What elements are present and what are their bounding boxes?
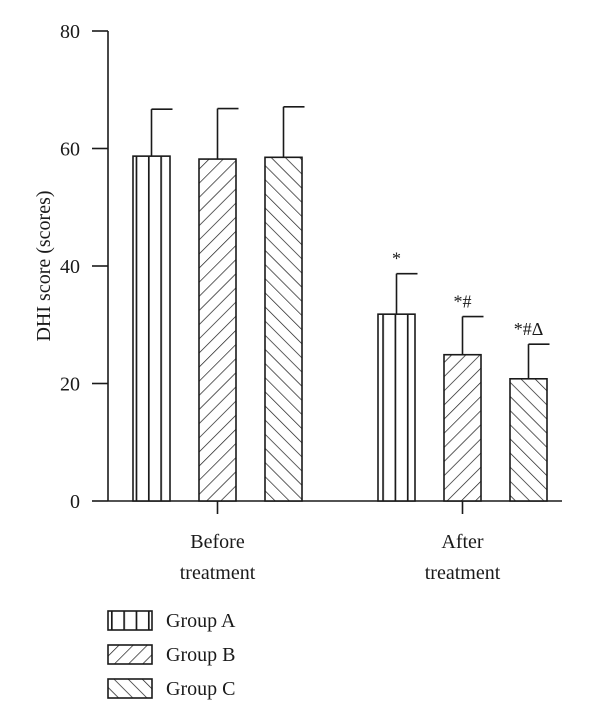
legend-swatch [107, 610, 153, 631]
y-axis-title: DHI score (scores) [33, 190, 55, 341]
bar [198, 158, 237, 502]
bars: * *# *#Δ [132, 105, 550, 502]
x-category-label: After treatment [425, 531, 501, 584]
legend-label: Group B [166, 644, 235, 666]
legend-swatch [107, 678, 153, 699]
legend-label: Group C [166, 678, 235, 700]
y-tick-label: 40 [60, 256, 80, 278]
legend: Group A Group B Group C [107, 610, 236, 700]
bar [377, 313, 416, 502]
bar [443, 353, 482, 502]
legend-label: Group A [166, 610, 236, 632]
significance-annotation: *# [454, 292, 472, 312]
y-tick-label: 60 [60, 139, 80, 161]
x-category-label: Before treatment [180, 531, 256, 584]
legend-swatch [107, 644, 153, 665]
y-tick-label: 80 [60, 21, 80, 43]
y-tick-label: 0 [70, 491, 80, 513]
x-axis: Before treatment After treatment [108, 500, 562, 584]
bar [132, 155, 171, 502]
y-axis: 0 20 40 60 80 [60, 21, 109, 513]
bar [264, 156, 303, 502]
significance-annotation: *#Δ [514, 319, 544, 339]
y-tick-label: 20 [60, 374, 80, 396]
significance-annotation: * [392, 249, 401, 269]
bar [509, 377, 548, 502]
